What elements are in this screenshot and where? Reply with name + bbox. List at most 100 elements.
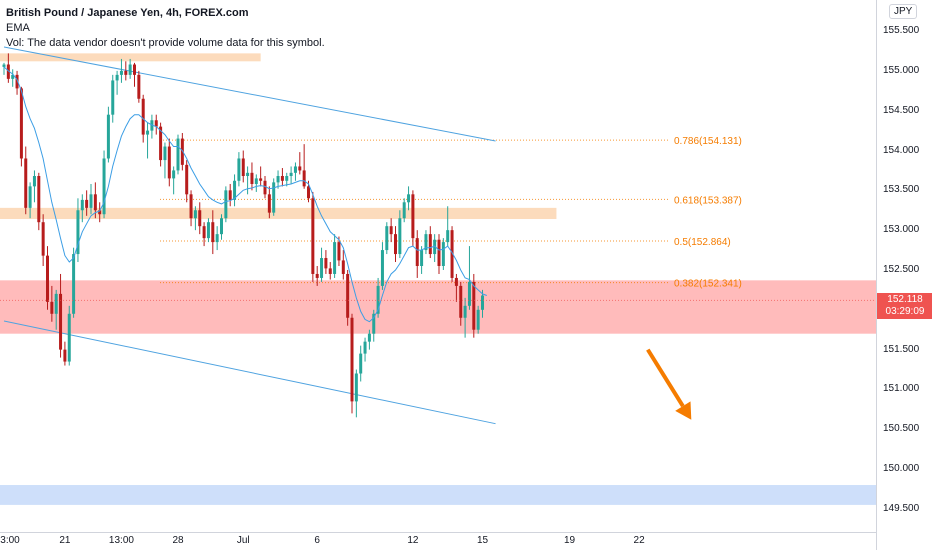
currency-button[interactable]: JPY (889, 4, 918, 19)
candle-body (463, 305, 467, 318)
fib-level-label: 0.382(152.341) (674, 279, 742, 290)
fib-level-label: 0.618(153.387) (674, 195, 742, 206)
candle-body (428, 234, 432, 255)
candle-body (80, 199, 84, 211)
candle-body (41, 222, 45, 256)
candle-body (63, 349, 67, 362)
candle-body (424, 234, 428, 251)
candle-body (263, 180, 267, 195)
candle-body (293, 166, 297, 173)
candle-body (46, 255, 49, 302)
candle-body (467, 281, 471, 306)
candle-body (115, 74, 119, 81)
price-tick-label: 152.500 (883, 263, 920, 275)
candle-body (146, 130, 150, 135)
candle-body (85, 199, 89, 208)
candle-body (324, 258, 328, 269)
chart-canvas[interactable]: 0.786(154.131) 0.618(153.387) 0.5(152.864)… (0, 0, 876, 532)
candle-body (202, 226, 206, 239)
candle-body (220, 218, 223, 235)
candle-body (437, 239, 441, 266)
candle-body (246, 172, 250, 177)
candle-body (24, 158, 28, 208)
candle-body (189, 194, 193, 219)
time-tick-label: 3:00 (0, 535, 20, 546)
candle-body (472, 281, 476, 330)
bearish-arrow-head (675, 401, 692, 420)
price-tick-label: 153.500 (883, 184, 920, 196)
candle-body (307, 186, 310, 199)
channel-lower-line[interactable] (3, 320, 496, 425)
price-tick-label: 149.500 (883, 502, 920, 514)
candle-body (154, 120, 158, 127)
candle-body (198, 210, 202, 227)
chart-area[interactable]: 0.786(154.131) 0.618(153.387) 0.5(152.864)… (0, 0, 876, 532)
candle-body (320, 258, 324, 278)
candle-body (32, 176, 36, 187)
resistance-zone[interactable] (0, 53, 261, 62)
candle-body (272, 182, 276, 213)
candle-body (411, 194, 415, 239)
candle-body (333, 242, 337, 274)
candle-body (128, 64, 132, 75)
candle-body (454, 277, 458, 286)
candle-body (206, 222, 210, 239)
candle-body (19, 88, 23, 159)
candle-body (228, 190, 232, 200)
support-zone[interactable] (0, 485, 876, 505)
time-tick-label: 19 (563, 535, 576, 546)
candle-body (111, 80, 115, 115)
candle-body (37, 176, 41, 223)
candle-body (359, 353, 363, 374)
candle-body (215, 234, 219, 243)
candle-body (415, 238, 419, 266)
channel-upper-line[interactable] (3, 46, 496, 142)
candle-body (15, 74, 19, 89)
time-tick-label: 22 (633, 535, 645, 546)
bearish-arrow-shaft (646, 348, 685, 408)
candle-body (67, 313, 71, 362)
candle-body (376, 285, 380, 314)
demand-zone[interactable] (0, 280, 876, 334)
candle-body (354, 373, 358, 402)
price-axis[interactable]: JPY 149.500 150.000 150.500 151.000 151.500 1… (876, 0, 932, 550)
candle-body (311, 198, 315, 274)
candle-body (280, 176, 284, 181)
candle-body (380, 250, 384, 286)
candle-body (159, 126, 163, 161)
price-tick-label: 150.500 (883, 423, 920, 435)
candle-body (367, 333, 371, 342)
candle-body (298, 166, 302, 171)
fib-level-label: 0.786(154.131) (674, 136, 742, 147)
candle-body (450, 230, 454, 278)
candle-body (328, 268, 332, 274)
candle-body (385, 226, 389, 251)
candle-body (193, 210, 197, 219)
candle-body (137, 74, 141, 99)
candle-body (180, 138, 184, 165)
mid-zone[interactable] (0, 207, 557, 220)
candle-body (433, 239, 437, 255)
candle-body (76, 210, 80, 255)
candle-body (89, 194, 93, 208)
candle-body (441, 242, 445, 266)
candle-body (276, 176, 280, 183)
time-tick-label: 28 (172, 535, 184, 546)
time-tick-label: 13:00 (108, 535, 134, 546)
candle-body (176, 138, 180, 171)
ema-indicator-label[interactable]: EMA (6, 22, 30, 34)
candle-body (346, 273, 350, 318)
time-axis[interactable]: 3:00 21 13:00 28 Jul 6 12 15 19 22 (0, 532, 876, 551)
candle-body (267, 194, 271, 213)
candle-body (72, 254, 76, 314)
candle-body (237, 158, 241, 181)
last-price-value: 152.118 (887, 294, 923, 306)
candle-body (285, 176, 289, 181)
price-tick-label: 155.000 (883, 64, 920, 76)
candle-body (372, 313, 376, 334)
candle-body (93, 194, 97, 211)
candle-body (398, 218, 402, 255)
price-tick-label: 154.500 (883, 104, 920, 116)
candle-body (259, 178, 263, 181)
candle-body (341, 260, 345, 274)
